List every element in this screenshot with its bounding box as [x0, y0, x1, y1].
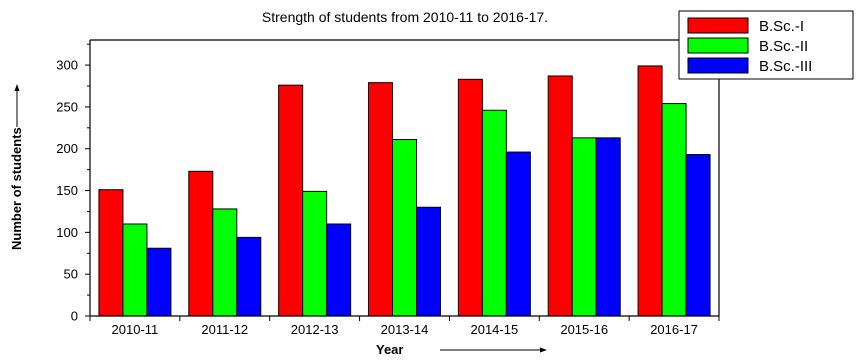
bar-b-sc-i-2013-14 [368, 82, 393, 317]
y-tick-label: 150 [56, 183, 78, 198]
bars-group [98, 65, 711, 317]
x-axis-label: Year [376, 342, 403, 357]
bar-b-sc-ii-2014-15 [481, 109, 507, 317]
x-tick-label: 2011-12 [201, 322, 248, 337]
x-tick-label: 2015-16 [560, 322, 608, 337]
legend-swatch-1 [687, 17, 749, 34]
bar-b-sc-iii-2013-14 [416, 206, 441, 317]
chart-title: Strength of students from 2010-11 to 201… [262, 9, 548, 25]
y-axis-label: Number of students [9, 127, 24, 250]
bar-b-sc-i-2015-16 [547, 75, 573, 317]
bar-b-sc-iii-2011-12 [236, 236, 262, 317]
legend: B.Sc.-I B.Sc.-II B.Sc.-III [678, 10, 854, 80]
x-tick-label: 2016-17 [650, 322, 698, 337]
y-axis-title: Number of students [9, 84, 24, 250]
bar-b-sc-i-2014-15 [457, 78, 483, 317]
bar-b-sc-iii-2015-16 [595, 137, 621, 317]
bar-b-sc-ii-2015-16 [571, 137, 597, 317]
bar-b-sc-i-2010-11 [98, 189, 124, 317]
y-ticks-group: 0 50 100 150 200 250 300 [56, 43, 90, 324]
x-tick-label: 2012-13 [291, 322, 339, 337]
x-axis-arrowhead [540, 347, 547, 353]
legend-swatch-2 [687, 37, 749, 54]
bar-b-sc-ii-2013-14 [392, 139, 417, 317]
bar-b-sc-ii-2012-13 [302, 190, 328, 317]
y-tick-label: 100 [56, 225, 78, 240]
y-axis-arrowhead [14, 84, 20, 91]
bar-b-sc-iii-2010-11 [146, 247, 172, 317]
legend-label-1: B.Sc.-I [759, 18, 804, 35]
y-tick-label: 0 [71, 309, 78, 324]
y-tick-label: 50 [64, 267, 78, 282]
x-axis-title: Year [376, 342, 547, 357]
legend-swatch-3 [687, 57, 749, 74]
bar-b-sc-ii-2011-12 [212, 208, 238, 317]
legend-label-2: B.Sc.-II [759, 38, 808, 55]
bar-b-sc-iii-2014-15 [505, 151, 531, 317]
y-tick-label: 300 [56, 58, 78, 73]
bar-b-sc-ii-2016-17 [661, 103, 687, 317]
legend-label-3: B.Sc.-III [759, 58, 812, 75]
x-tick-label: 2013-14 [381, 322, 429, 337]
x-tick-label: 2014-15 [470, 322, 518, 337]
x-ticks-group: 2010-11 2011-12 2012-13 2013-14 2014-15 2015-… [89, 316, 720, 337]
axes-group [89, 39, 720, 317]
bar-b-sc-i-2012-13 [278, 84, 304, 317]
bar-b-sc-iii-2016-17 [685, 154, 711, 317]
bar-b-sc-iii-2012-13 [326, 223, 352, 317]
bar-b-sc-ii-2010-11 [122, 223, 148, 317]
y-tick-label: 200 [56, 141, 78, 156]
y-tick-label: 250 [56, 99, 78, 114]
bar-b-sc-i-2016-17 [637, 65, 663, 317]
x-tick-label: 2010-11 [112, 322, 159, 337]
bar-b-sc-i-2011-12 [188, 170, 214, 317]
